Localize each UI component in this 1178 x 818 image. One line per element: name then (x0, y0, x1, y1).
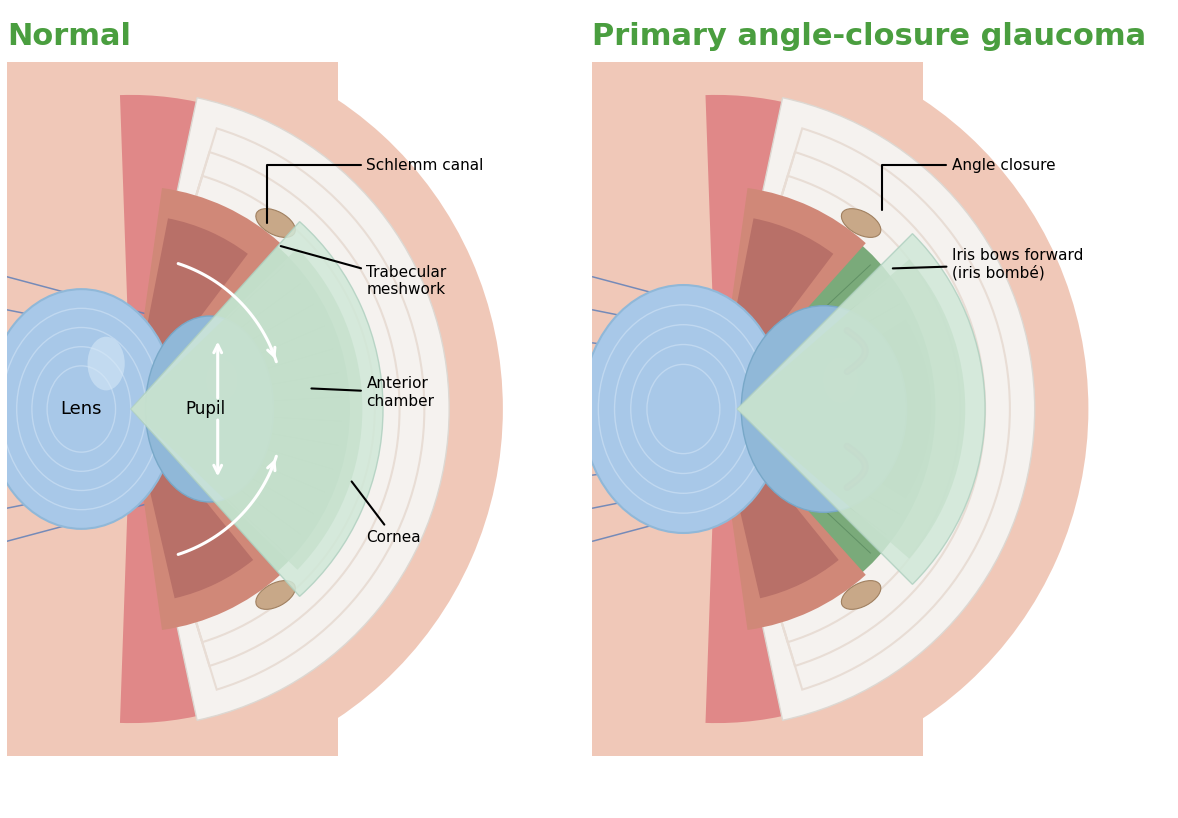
Wedge shape (716, 409, 833, 618)
Text: Pupil: Pupil (185, 400, 225, 418)
Text: Lens: Lens (60, 400, 102, 418)
Wedge shape (706, 95, 1015, 409)
Ellipse shape (256, 581, 296, 609)
Text: Iris bows forward
(iris bombé): Iris bows forward (iris bombé) (893, 248, 1084, 281)
Wedge shape (716, 409, 839, 598)
Ellipse shape (256, 209, 296, 237)
Wedge shape (131, 188, 280, 409)
Text: Schlemm canal: Schlemm canal (267, 158, 484, 222)
Wedge shape (120, 409, 430, 723)
Bar (338, 62, 585, 756)
Wedge shape (131, 218, 247, 409)
Text: Primary angle-closure glaucoma: Primary angle-closure glaucoma (593, 22, 1146, 52)
Text: Anterior
chamber: Anterior chamber (311, 376, 435, 409)
Wedge shape (684, 37, 1088, 781)
Bar (924, 62, 1171, 756)
Wedge shape (131, 97, 449, 721)
Wedge shape (131, 409, 253, 598)
Wedge shape (716, 206, 935, 612)
Ellipse shape (823, 357, 858, 402)
Wedge shape (131, 206, 350, 612)
Wedge shape (716, 218, 833, 409)
Wedge shape (131, 309, 238, 509)
Wedge shape (120, 95, 430, 409)
Ellipse shape (841, 209, 881, 237)
Ellipse shape (145, 316, 273, 502)
Wedge shape (737, 234, 985, 584)
Wedge shape (716, 97, 1034, 721)
Wedge shape (716, 200, 833, 409)
Text: Cornea: Cornea (352, 482, 421, 545)
Ellipse shape (206, 359, 238, 401)
Text: Angle closure: Angle closure (882, 158, 1055, 209)
Wedge shape (99, 37, 503, 781)
Text: Trabecular
meshwork: Trabecular meshwork (280, 246, 446, 297)
Wedge shape (706, 409, 1015, 723)
Wedge shape (716, 188, 866, 409)
Ellipse shape (87, 337, 125, 390)
Wedge shape (716, 409, 866, 630)
Ellipse shape (582, 285, 785, 533)
Wedge shape (131, 222, 383, 596)
Ellipse shape (841, 581, 881, 609)
Wedge shape (716, 309, 823, 509)
Ellipse shape (741, 306, 907, 512)
Wedge shape (131, 248, 363, 570)
Text: Normal: Normal (7, 22, 131, 52)
Ellipse shape (0, 289, 177, 529)
Wedge shape (737, 259, 965, 559)
Wedge shape (762, 319, 932, 499)
Wedge shape (131, 409, 280, 630)
